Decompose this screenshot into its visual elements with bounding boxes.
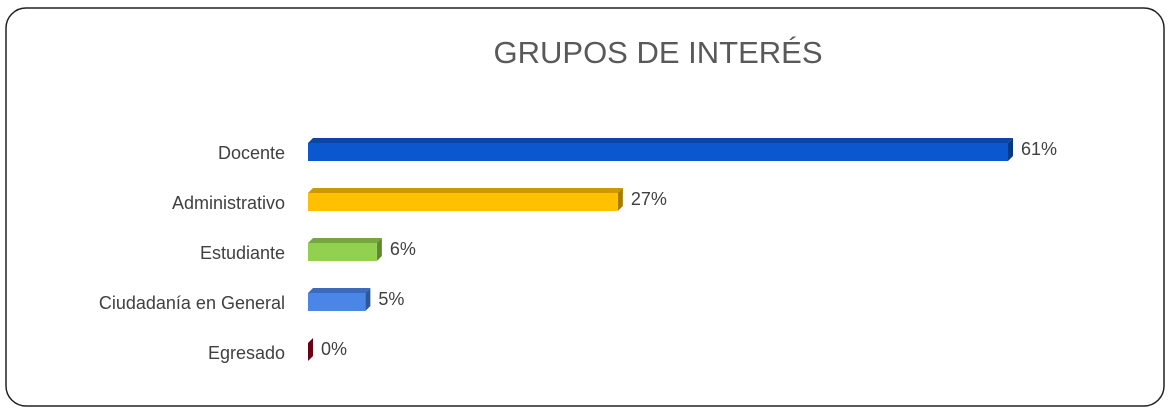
bar [308,293,366,311]
bar-top [308,188,623,193]
category-label: Estudiante [200,243,285,263]
value-label: 27% [631,189,667,209]
category-label: Ciudadanía en General [99,293,285,313]
category-label: Egresado [208,343,285,363]
bar [308,143,1008,161]
value-label: 6% [390,239,416,259]
value-label: 61% [1021,139,1057,159]
chart-title: GRUPOS DE INTERÉS [494,35,823,70]
bar [308,243,377,261]
bar [308,193,618,211]
bar-side [308,338,313,361]
bar-side [376,238,382,261]
category-label: Administrativo [172,193,285,213]
bar-side [365,288,371,311]
value-label: 5% [378,289,404,309]
bar-top [308,288,371,293]
value-label: 0% [321,339,347,359]
bar-top [308,238,382,243]
category-label: Docente [218,143,285,163]
bar-side [617,188,623,211]
bar-top [308,138,1013,143]
bar-side [1008,138,1013,161]
